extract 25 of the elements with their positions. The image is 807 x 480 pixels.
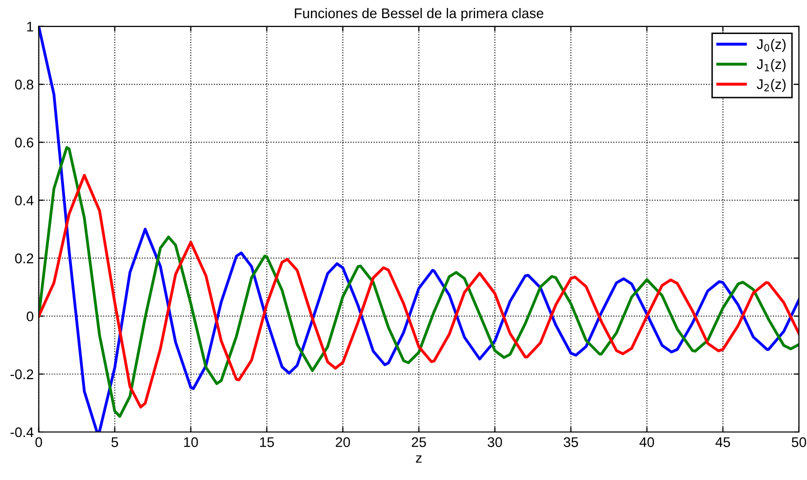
- x-axis-title: z: [416, 455, 422, 463]
- y-tick-label: 0.2: [15, 254, 34, 264]
- y-tick-label: 0: [26, 311, 34, 322]
- line-series: [38, 26, 799, 432]
- y-tick-label: -0.4: [10, 427, 34, 438]
- y-tick-label: 1: [27, 22, 34, 32]
- chart-title: Funciones de Bessel de la primera clase: [294, 8, 544, 21]
- x-tick-label: 45: [716, 437, 730, 448]
- legend-label: J$_{2}$(z): [756, 78, 786, 92]
- x-tick-label: 0: [35, 437, 42, 448]
- x-tick-label: 5: [111, 437, 118, 448]
- y-tick-label: 0.8: [15, 80, 34, 90]
- x-tick-label: 50: [792, 437, 806, 448]
- x-tick-label: 35: [564, 437, 578, 448]
- y-tick-label: -0.2: [10, 369, 34, 380]
- y-tick-label: 0.6: [15, 138, 34, 148]
- x-tick-label: 15: [260, 437, 274, 448]
- legend-label: J$_{1}$(z): [756, 58, 786, 72]
- x-tick-label: 30: [488, 437, 502, 448]
- x-tick-label: 20: [336, 437, 350, 448]
- legend-label: J$_{0}$(z): [756, 38, 786, 52]
- x-tick-label: 40: [639, 437, 654, 448]
- x-tick-label: 25: [412, 437, 426, 448]
- x-tick-label: 10: [184, 437, 198, 448]
- y-tick-label: 0.4: [15, 196, 34, 206]
